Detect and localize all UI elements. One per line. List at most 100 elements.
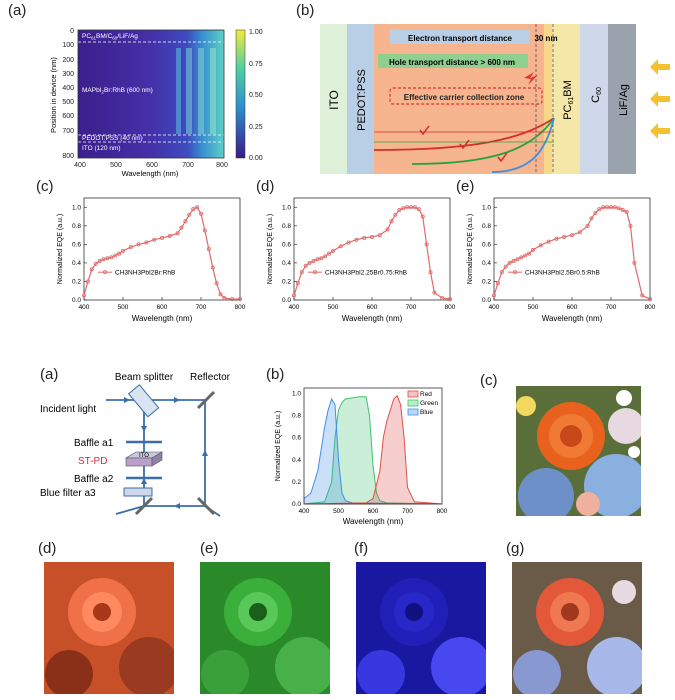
- collection-zone-box: [389, 87, 543, 105]
- y-tick-label: 0.2: [482, 278, 491, 285]
- eqe-data-point: [303, 263, 308, 268]
- eqe-data-point: [202, 228, 207, 233]
- eqe-data-point: [495, 281, 500, 286]
- eqe-data-point: [195, 205, 200, 210]
- eqe-data-point: [397, 208, 402, 213]
- y-tick-label: 0.6: [72, 241, 81, 248]
- eqe-data-point: [315, 257, 320, 262]
- eqe-chart-c: 400 500 600 700 800 0.0 0.2 0.4 0.6 0.8 1.0 Wavelen…: [57, 197, 246, 323]
- eqe-data-point: [97, 259, 102, 264]
- blue-filter-label: Blue filter a3: [40, 488, 96, 499]
- y-tick-label: 500: [62, 99, 74, 106]
- eqe-data-point: [491, 293, 496, 298]
- eqe-data-point: [393, 212, 398, 217]
- panel-label-bot-f: (f): [354, 540, 369, 557]
- eqe-data-point: [412, 205, 417, 210]
- eqe-data-point: [230, 297, 235, 302]
- y-axis-label: Normalized EQE (a.u.): [57, 214, 64, 284]
- eqe-data-point: [93, 261, 98, 266]
- eqe-data-point: [81, 293, 86, 298]
- optical-setup: Beam splitter Reflector Incident light B…: [40, 372, 231, 517]
- eqe-series-line: [83, 206, 240, 300]
- legend-swatch: [407, 390, 419, 398]
- eqe-data-point: [647, 297, 652, 302]
- ito-layer: [320, 24, 347, 174]
- y-tick-label: 0.6: [482, 241, 491, 248]
- arrow-icon: [141, 478, 147, 484]
- eqe-data-point: [628, 223, 633, 228]
- st-pd-device: ITO: [124, 451, 164, 467]
- green-channel-image: [200, 562, 330, 694]
- pedot-label: PEDOT:PSS: [356, 69, 368, 131]
- rgb-eqe-chart: 400 500 600 700 800 0.0 0.2 0.4 0.6 0.8 1.0 Wavelen…: [275, 387, 448, 526]
- colorbar: [235, 29, 246, 159]
- eqe-data-point: [515, 257, 520, 262]
- reflector-label: Reflector: [190, 372, 231, 383]
- y-tick-label: 100: [62, 42, 74, 49]
- eqe-data-point: [432, 290, 437, 295]
- x-tick-label: 700: [182, 162, 194, 169]
- red-channel-image: [44, 562, 174, 694]
- layer-label-pedot: PEDOT:PSS (40 nm): [82, 135, 143, 142]
- yellow-light-arrows: [650, 59, 670, 139]
- x-tick-label: 400: [289, 304, 300, 311]
- x-axis-label: Wavelength (nm): [132, 314, 193, 323]
- panel-label-bot-d: (d): [38, 540, 57, 557]
- eqe-data-point: [593, 210, 598, 215]
- eqe-data-point: [198, 211, 203, 216]
- collection-zone-label: Effective carrier collection zone: [404, 93, 525, 102]
- arrow-icon: [141, 426, 147, 432]
- eqe-chart-d: 400 500 600 700 800 0.0 0.2 0.4 0.6 0.8 1.0 Wavelen…: [267, 197, 456, 323]
- eqe-data-point: [570, 233, 575, 238]
- eqe-data-point: [589, 216, 594, 221]
- y-tick-label: 0.8: [72, 223, 81, 230]
- layer-label-top: PC61BM/C60/LiF/Ag: [82, 33, 138, 41]
- eqe-data-point: [237, 297, 242, 302]
- beam-paths: [106, 399, 221, 517]
- carrier-curves: [373, 117, 555, 173]
- c60-layer: [580, 24, 608, 174]
- y-tick-label: 0.8: [482, 223, 491, 230]
- x-tick-label: 800: [445, 304, 456, 311]
- eqe-data-point: [577, 230, 582, 235]
- x-tick-label: 400: [74, 162, 86, 169]
- eqe-data-point: [89, 267, 94, 272]
- arrow-icon: [650, 91, 670, 107]
- eqe-data-point: [179, 225, 184, 230]
- plot-frame: [303, 387, 443, 505]
- eqe-data-point: [538, 243, 543, 248]
- eqe-data-point: [295, 281, 300, 286]
- plot-frame: [293, 197, 451, 301]
- y-tick-label: 0.2: [292, 479, 301, 486]
- legend-label: Green: [420, 400, 438, 407]
- eqe-data-point: [624, 209, 629, 214]
- x-tick-label: 600: [146, 162, 158, 169]
- eqe-data-point: [440, 296, 445, 301]
- cbar-tick: 1.00: [249, 29, 263, 36]
- y-tick-label: 200: [62, 57, 74, 64]
- y-tick-label: 0.8: [292, 413, 301, 420]
- x-tick-label: 700: [196, 304, 207, 311]
- y-tick-label: 1.0: [292, 391, 301, 398]
- eqe-data-point: [327, 251, 332, 256]
- y-tick-label: 1.0: [482, 204, 491, 211]
- eqe-data-point: [416, 207, 421, 212]
- y-tick-label: 0.0: [72, 297, 81, 304]
- legend-label: CH3NH3PbI2.5Br0.5:RhB: [525, 270, 600, 277]
- legend-marker: [103, 270, 108, 275]
- eqe-data-point: [401, 206, 406, 211]
- legend-label: Blue: [420, 409, 433, 416]
- y-tick-label: 0.6: [292, 435, 301, 442]
- lif-layer: [608, 24, 636, 174]
- incident-light-label: Incident light: [40, 404, 96, 415]
- check-icon: [459, 139, 470, 150]
- eqe-data-point: [608, 205, 613, 210]
- panel-label-top-d: (d): [256, 178, 275, 195]
- eqe-data-point: [167, 234, 172, 239]
- x-tick-label: 800: [645, 304, 656, 311]
- panel-label-top-c: (c): [36, 178, 54, 195]
- y-tick-label: 800: [62, 153, 74, 160]
- eqe-data-point: [546, 239, 551, 244]
- eqe-data-point: [370, 234, 375, 239]
- panel-label-bot-b: (b): [266, 366, 285, 383]
